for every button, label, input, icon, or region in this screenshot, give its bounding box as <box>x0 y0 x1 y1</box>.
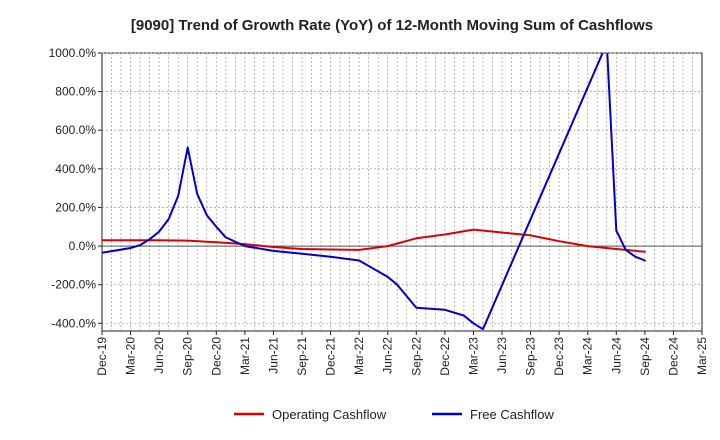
y-tick-label: 200.0% <box>55 200 96 214</box>
x-tick-label: Dec-21 <box>324 337 338 376</box>
series-group <box>102 53 646 331</box>
x-tick-label: Dec-19 <box>95 337 109 376</box>
x-tick-label: Jun-21 <box>266 337 280 374</box>
y-tick-label: 600.0% <box>55 123 96 137</box>
series-line-operating-cashflow <box>102 228 646 253</box>
y-tick-label: 1000.0% <box>49 46 97 60</box>
x-tick-label: Sep-20 <box>181 337 195 376</box>
x-tick-label: Mar-20 <box>124 337 138 375</box>
x-tick-label: Dec-20 <box>209 337 223 376</box>
x-tick-label: Mar-23 <box>466 337 480 375</box>
x-tick-label: Jun-20 <box>152 337 166 374</box>
x-tick-label: Dec-22 <box>438 337 452 376</box>
y-tick-label: -200.0% <box>51 278 96 292</box>
x-tick-label: Jun-22 <box>381 337 395 374</box>
series-line-free-cashflow <box>102 53 646 331</box>
x-tick-label: Mar-21 <box>238 337 252 375</box>
x-tick-label: Sep-22 <box>409 337 423 376</box>
x-tick-label: Jun-24 <box>609 337 623 374</box>
x-tick-label: Sep-24 <box>638 337 652 376</box>
x-tick-label: Dec-24 <box>666 337 680 376</box>
x-tick-label: Mar-22 <box>352 337 366 375</box>
x-tick-label: Dec-23 <box>552 337 566 376</box>
x-tick-label: Jun-23 <box>495 337 509 374</box>
y-tick-label: -400.0% <box>51 316 96 330</box>
x-tick-label: Sep-21 <box>295 337 309 376</box>
y-axis: -400.0% -200.0% 0.0% 200.0% 400.0% 600.0% 800.… <box>49 46 102 330</box>
y-tick-label: 800.0% <box>55 85 96 99</box>
x-axis: Dec-19 Mar-20 Jun-20 Sep-20 Dec-20 Mar-21 Jun-… <box>95 331 709 376</box>
y-tick-label: 0.0% <box>69 239 97 253</box>
legend: Operating Cashflow Free Cashflow <box>234 407 554 422</box>
chart-title: [9090] Trend of Growth Rate (YoY) of 12-… <box>131 17 653 34</box>
x-tick-label: Mar-25 <box>695 337 709 375</box>
grid-lines <box>102 52 702 331</box>
y-tick-label: 400.0% <box>55 162 96 176</box>
legend-label-free-cashflow: Free Cashflow <box>470 407 554 422</box>
x-tick-label: Mar-24 <box>581 337 595 375</box>
legend-label-operating-cashflow: Operating Cashflow <box>272 407 387 422</box>
x-tick-label: Sep-23 <box>524 337 538 376</box>
